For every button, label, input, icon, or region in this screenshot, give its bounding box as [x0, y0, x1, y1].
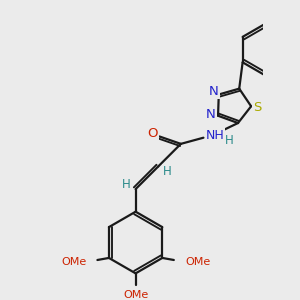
- Text: O: O: [148, 127, 158, 140]
- Text: H: H: [224, 134, 233, 148]
- Text: OMe: OMe: [185, 257, 210, 267]
- Text: H: H: [163, 165, 172, 178]
- Text: H: H: [122, 178, 131, 191]
- Text: N: N: [209, 85, 219, 98]
- Text: OMe: OMe: [123, 290, 148, 300]
- Text: OMe: OMe: [61, 257, 86, 267]
- Text: N: N: [206, 108, 216, 122]
- Text: NH: NH: [206, 129, 224, 142]
- Text: S: S: [253, 101, 261, 114]
